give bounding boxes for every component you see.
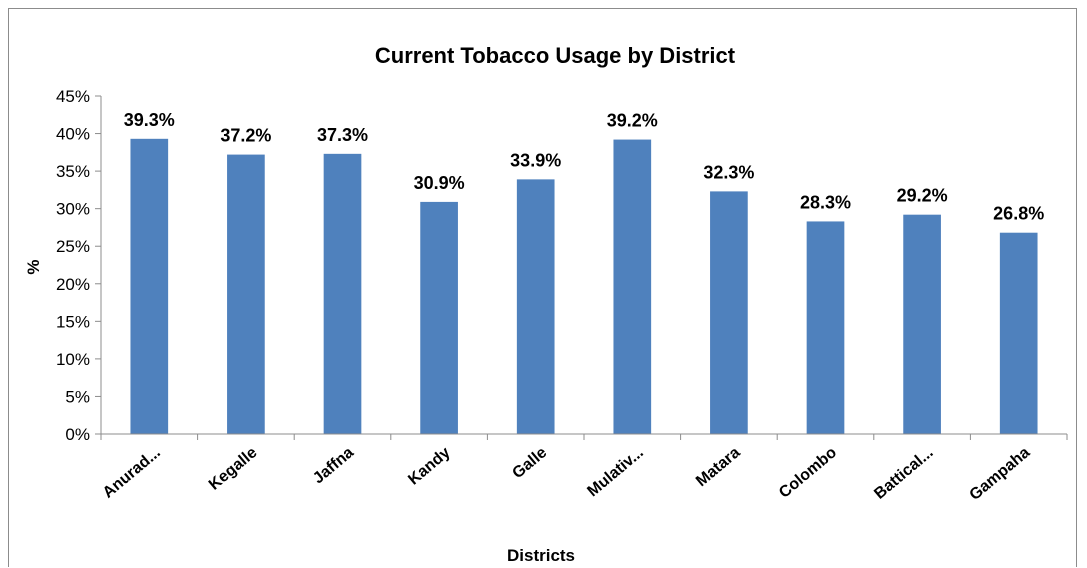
data-label-6: 39.2% [607,111,658,131]
y-tick-label: 15% [56,312,90,331]
y-axis-ticks: 0% 5% 10% 15% 20% 25% 30% 35% 40% 45% [56,87,102,444]
chart-frame: Current Tobacco Usage by District 0% 5% 10… [8,8,1077,567]
data-label-8: 28.3% [800,192,851,212]
chart-title: Current Tobacco Usage by District [375,43,736,68]
x-tick-label-3: Jaffna [310,444,357,487]
y-tick-label: 25% [56,237,90,256]
x-tick-label-7: Matara [693,444,744,490]
data-label-3: 37.3% [317,125,368,145]
data-label-5: 33.9% [510,150,561,170]
y-tick-label: 20% [56,275,90,294]
x-axis-ticks: Anurad... Kegalle Jaffna Kandy Galle Mulativ.… [100,434,1068,504]
bar-7 [710,191,748,434]
bar-6 [613,139,652,434]
bar-1 [130,138,169,434]
x-tick-label-5: Galle [509,444,550,482]
bar-10 [999,232,1038,434]
bars [130,138,1038,434]
bar-8 [806,221,845,434]
data-label-2: 37.2% [220,126,271,146]
data-label-9: 29.2% [897,186,948,206]
y-tick-label: 30% [56,200,90,219]
data-label-1: 39.3% [124,110,175,130]
bar-3 [323,153,362,434]
bar-9 [903,214,941,434]
y-tick-label: 0% [65,425,90,444]
y-tick-label: 45% [56,87,90,106]
y-tick-label: 35% [56,162,90,181]
y-tick-label: 40% [56,125,90,144]
x-tick-label-10: Gampaha [966,444,1033,504]
y-tick-label: 10% [56,350,90,369]
bar-4 [420,201,458,434]
data-label-7: 32.3% [703,162,754,182]
x-axis-label: Districts [507,546,575,565]
x-tick-label-6: Mulativ... [584,444,646,500]
data-label-10: 26.8% [993,204,1044,224]
bar-2 [227,154,265,434]
x-tick-label-2: Kegalle [206,444,261,494]
bar-5 [516,179,555,434]
y-tick-label: 5% [65,387,90,406]
x-tick-label-8: Colombo [776,444,840,502]
bar-chart: Current Tobacco Usage by District 0% 5% 10… [24,43,1068,565]
x-tick-label-4: Kandy [405,444,453,489]
y-axis-label: % [24,259,43,274]
x-tick-label-9: Battical... [871,444,936,503]
data-labels: 39.3% 37.2% 37.3% 30.9% 33.9% 39.2% 32.3% 28.3%… [124,110,1044,224]
x-tick-label-1: Anurad... [100,444,164,502]
data-label-4: 30.9% [414,173,465,193]
